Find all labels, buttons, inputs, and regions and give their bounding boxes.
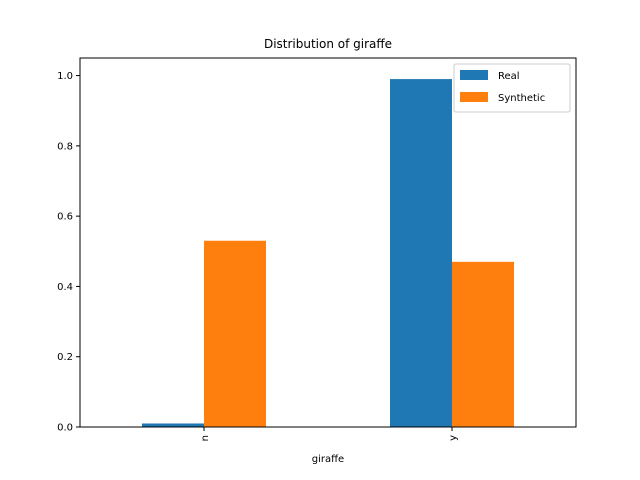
legend-label-synthetic: Synthetic: [498, 93, 545, 104]
y-tick-label-0.6: 0.6: [57, 212, 73, 223]
chart-title: Distribution of giraffe: [264, 37, 392, 51]
y-tick-label-1.0: 1.0: [57, 71, 73, 82]
plot-frame: [79, 57, 577, 428]
y-tick-label-0.2: 0.2: [57, 352, 73, 363]
legend: Real Synthetic: [453, 63, 571, 113]
plot-area: n y 0.0 0.2 0.4 0.6 0.8 1.0: [57, 71, 514, 441]
x-tick-label-n: n: [200, 435, 211, 441]
bar-synthetic-y: [452, 261, 514, 427]
y-tick-label-0.8: 0.8: [57, 141, 73, 152]
y-tick-label-0.0: 0.0: [57, 423, 73, 434]
legend-swatch-synthetic: [460, 92, 488, 102]
x-tick-label-y: y: [448, 435, 459, 441]
bar-real-y: [390, 79, 452, 427]
bar-synthetic-n: [204, 240, 266, 427]
legend-swatch-real: [460, 70, 488, 80]
x-axis-label: giraffe: [312, 454, 344, 465]
legend-label-real: Real: [498, 71, 520, 82]
y-tick-label-0.4: 0.4: [57, 282, 73, 293]
bar-real-n: [142, 423, 204, 427]
